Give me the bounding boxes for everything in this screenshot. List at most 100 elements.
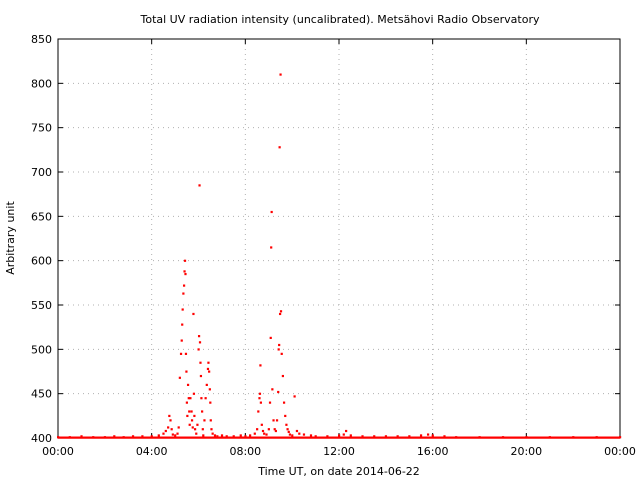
- data-point: [281, 374, 284, 378]
- data-point: [178, 376, 181, 379]
- data-point: [183, 270, 186, 273]
- data-point: [258, 397, 261, 400]
- x-tick-label: 08:00: [229, 445, 261, 458]
- data-point: [285, 423, 288, 426]
- data-series-points: [57, 73, 622, 439]
- data-point: [209, 419, 212, 422]
- data-point: [270, 210, 273, 214]
- data-point: [181, 308, 184, 311]
- y-tick-label: 600: [31, 255, 52, 268]
- data-point: [349, 434, 352, 437]
- data-point: [259, 401, 262, 404]
- data-point: [204, 397, 207, 400]
- data-point: [293, 395, 296, 398]
- data-point: [426, 433, 430, 436]
- data-point: [326, 435, 329, 438]
- data-point: [239, 434, 242, 437]
- data-point: [384, 435, 388, 438]
- data-point: [113, 435, 116, 438]
- data-point: [208, 370, 211, 373]
- y-axis-label: Arbitrary unit: [4, 201, 17, 275]
- data-point: [190, 419, 194, 422]
- data-point: [270, 246, 273, 249]
- data-point: [197, 335, 201, 338]
- y-tick-label: 500: [31, 343, 52, 356]
- data-point: [345, 429, 348, 433]
- data-point: [176, 432, 179, 435]
- data-point: [278, 146, 281, 149]
- data-point: [168, 414, 171, 418]
- data-point: [199, 374, 203, 378]
- data-point: [282, 401, 286, 404]
- data-point: [199, 361, 202, 364]
- x-tick-label: 12:00: [323, 445, 355, 458]
- data-point: [261, 429, 265, 433]
- grid-layer: [58, 39, 620, 438]
- data-point: [141, 435, 144, 438]
- data-point: [181, 323, 184, 326]
- data-point: [268, 401, 272, 404]
- data-point: [197, 348, 200, 351]
- data-point: [182, 284, 186, 287]
- x-tick-label: 00:00: [604, 445, 636, 458]
- data-point: [443, 435, 446, 438]
- data-point: [259, 364, 262, 367]
- data-point: [216, 435, 219, 438]
- data-point: [203, 419, 206, 422]
- data-point: [150, 435, 153, 438]
- data-point: [267, 428, 270, 431]
- data-point: [191, 426, 194, 429]
- data-point: [280, 352, 283, 355]
- data-point: [208, 388, 211, 391]
- y-tick-label: 800: [31, 77, 52, 90]
- data-point: [182, 292, 185, 295]
- data-point: [244, 435, 247, 438]
- data-point: [396, 435, 399, 438]
- data-point: [209, 401, 212, 404]
- data-point: [269, 336, 272, 340]
- plot-frame: [57, 38, 621, 439]
- data-point: [186, 414, 189, 418]
- data-point: [210, 428, 213, 431]
- data-point: [189, 397, 192, 400]
- data-point: [271, 388, 274, 391]
- data-point: [187, 397, 190, 400]
- data-point: [232, 435, 235, 438]
- data-point: [278, 312, 282, 316]
- y-tick-label: 650: [31, 210, 52, 223]
- data-point: [298, 432, 301, 435]
- data-point: [213, 434, 217, 437]
- data-point: [342, 433, 345, 436]
- data-point: [361, 435, 364, 438]
- data-point: [277, 348, 280, 351]
- chart-title: Total UV radiation intensity (uncalibrat…: [140, 13, 540, 26]
- data-point: [256, 428, 259, 431]
- data-point: [185, 401, 188, 404]
- data-point: [198, 341, 202, 344]
- data-point: [295, 429, 299, 433]
- data-point: [183, 259, 187, 262]
- data-point: [419, 434, 423, 437]
- data-point: [188, 423, 191, 426]
- data-point: [157, 434, 160, 437]
- data-point: [225, 435, 228, 438]
- y-tick-label: 750: [31, 122, 52, 135]
- x-tick-label: 20:00: [510, 445, 542, 458]
- data-point: [257, 410, 260, 413]
- data-point: [186, 383, 190, 386]
- data-point: [277, 390, 280, 394]
- data-point: [273, 428, 276, 431]
- data-point: [314, 435, 317, 438]
- data-point: [258, 392, 262, 395]
- data-point: [220, 434, 224, 437]
- x-tick-label: 16:00: [417, 445, 449, 458]
- data-point: [201, 428, 204, 431]
- data-point: [260, 423, 263, 426]
- y-tick-label: 700: [31, 166, 52, 179]
- data-point: [284, 414, 287, 418]
- data-point: [192, 312, 195, 316]
- data-point: [272, 419, 275, 422]
- data-point: [279, 310, 283, 313]
- y-tick-label: 450: [31, 388, 52, 401]
